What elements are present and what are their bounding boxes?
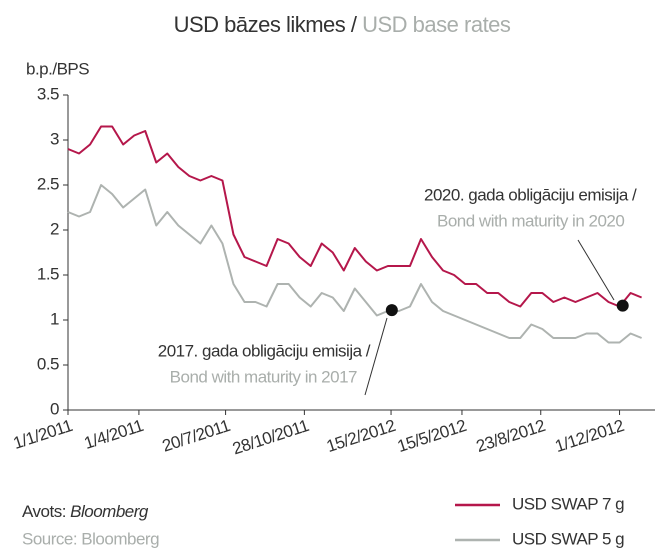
y-tick-label: 1 bbox=[50, 309, 59, 328]
x-tick-label: 20/7/2011 bbox=[160, 416, 232, 456]
chart-title: USD bāzes likmes / USD base rates bbox=[174, 12, 511, 37]
series-line bbox=[67, 184, 642, 344]
annotation-text-en: Bond with maturity in 2020 bbox=[437, 211, 624, 230]
annotation-arrow bbox=[364, 317, 388, 396]
source-lv-prefix: Avots: bbox=[22, 502, 70, 521]
y-axis-label: b.p./BPS bbox=[26, 59, 89, 78]
y-tick-label: 3 bbox=[50, 129, 59, 148]
x-tick-label: 23/8/2012 bbox=[474, 416, 548, 456]
x-tick-label: 15/2/2012 bbox=[324, 416, 398, 456]
annotation-arrow bbox=[577, 239, 615, 301]
series-line bbox=[67, 125, 642, 308]
y-tick-label: 0.5 bbox=[37, 354, 59, 373]
annotation-text: 2020. gada obligāciju emisija / bbox=[424, 185, 637, 204]
x-tick-label: 28/10/2011 bbox=[230, 416, 311, 458]
source-en: Source: Bloomberg bbox=[22, 529, 159, 548]
source-lv-name: Bloomberg bbox=[70, 502, 149, 521]
y-tick-label: 2.5 bbox=[37, 174, 59, 193]
annotation-dot bbox=[616, 299, 629, 312]
annotation-dot bbox=[385, 304, 398, 317]
x-tick-label: 1/4/2011 bbox=[82, 416, 146, 453]
x-tick-label: 15/5/2012 bbox=[395, 416, 469, 456]
annotation-text-en: Bond with maturity in 2017 bbox=[170, 367, 357, 386]
y-tick-label: 3.5 bbox=[37, 84, 59, 103]
y-tick-label: 2 bbox=[50, 219, 59, 238]
y-tick-label: 0 bbox=[50, 399, 59, 418]
annotation-text: 2017. gada obligāciju emisija / bbox=[158, 341, 371, 360]
legend-label: USD SWAP 5 g bbox=[512, 529, 624, 548]
x-tick-label: 1/12/2012 bbox=[553, 416, 627, 456]
title-en: USD base rates bbox=[362, 12, 511, 37]
title-lv: USD bāzes likmes / bbox=[174, 12, 363, 37]
legend-label: USD SWAP 7 g bbox=[512, 494, 624, 513]
y-tick-label: 1.5 bbox=[37, 264, 59, 283]
source-lv: Avots: Bloomberg bbox=[22, 502, 149, 521]
x-tick-label: 1/1/2011 bbox=[11, 416, 75, 453]
